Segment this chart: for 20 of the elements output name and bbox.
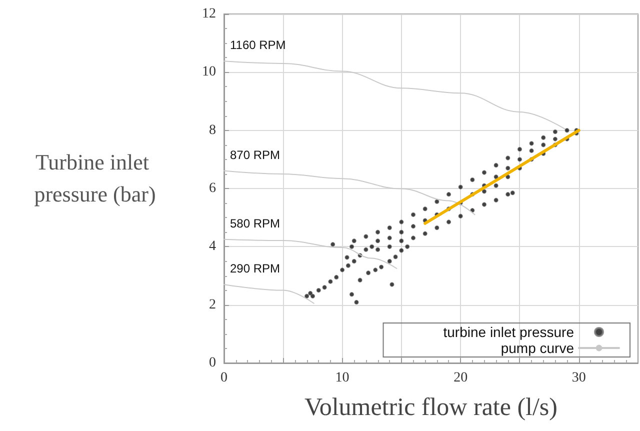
y-tick-label: 8 xyxy=(209,122,216,138)
x-tick-label: 0 xyxy=(220,370,228,386)
annotation: 580 RPM xyxy=(230,216,280,230)
y-tick-label: 10 xyxy=(202,64,216,80)
x-tick-label: 20 xyxy=(454,370,468,386)
y-tick-label: 2 xyxy=(209,297,216,312)
annotation: 290 RPM xyxy=(230,261,280,276)
legend-label: turbine inlet pressure xyxy=(443,324,574,340)
y-tick-label: 4 xyxy=(209,239,216,254)
line-series xyxy=(224,170,476,216)
x-tick-label: 30 xyxy=(572,370,586,386)
annotation: 1160 RPM xyxy=(230,38,286,52)
y-axis-title: Turbine inlet pressure (bar) xyxy=(34,150,156,206)
y-tick-label: 12 xyxy=(202,6,216,22)
y-tick-label: 0 xyxy=(209,356,216,370)
legend-label: pump curve xyxy=(500,340,574,356)
x-axis-title: Volumetric flow rate (l/s) xyxy=(304,394,558,421)
y-tick-label: 6 xyxy=(209,181,216,196)
annotation: 870 RPM xyxy=(230,148,280,162)
x-tick-label: 10 xyxy=(335,370,350,386)
